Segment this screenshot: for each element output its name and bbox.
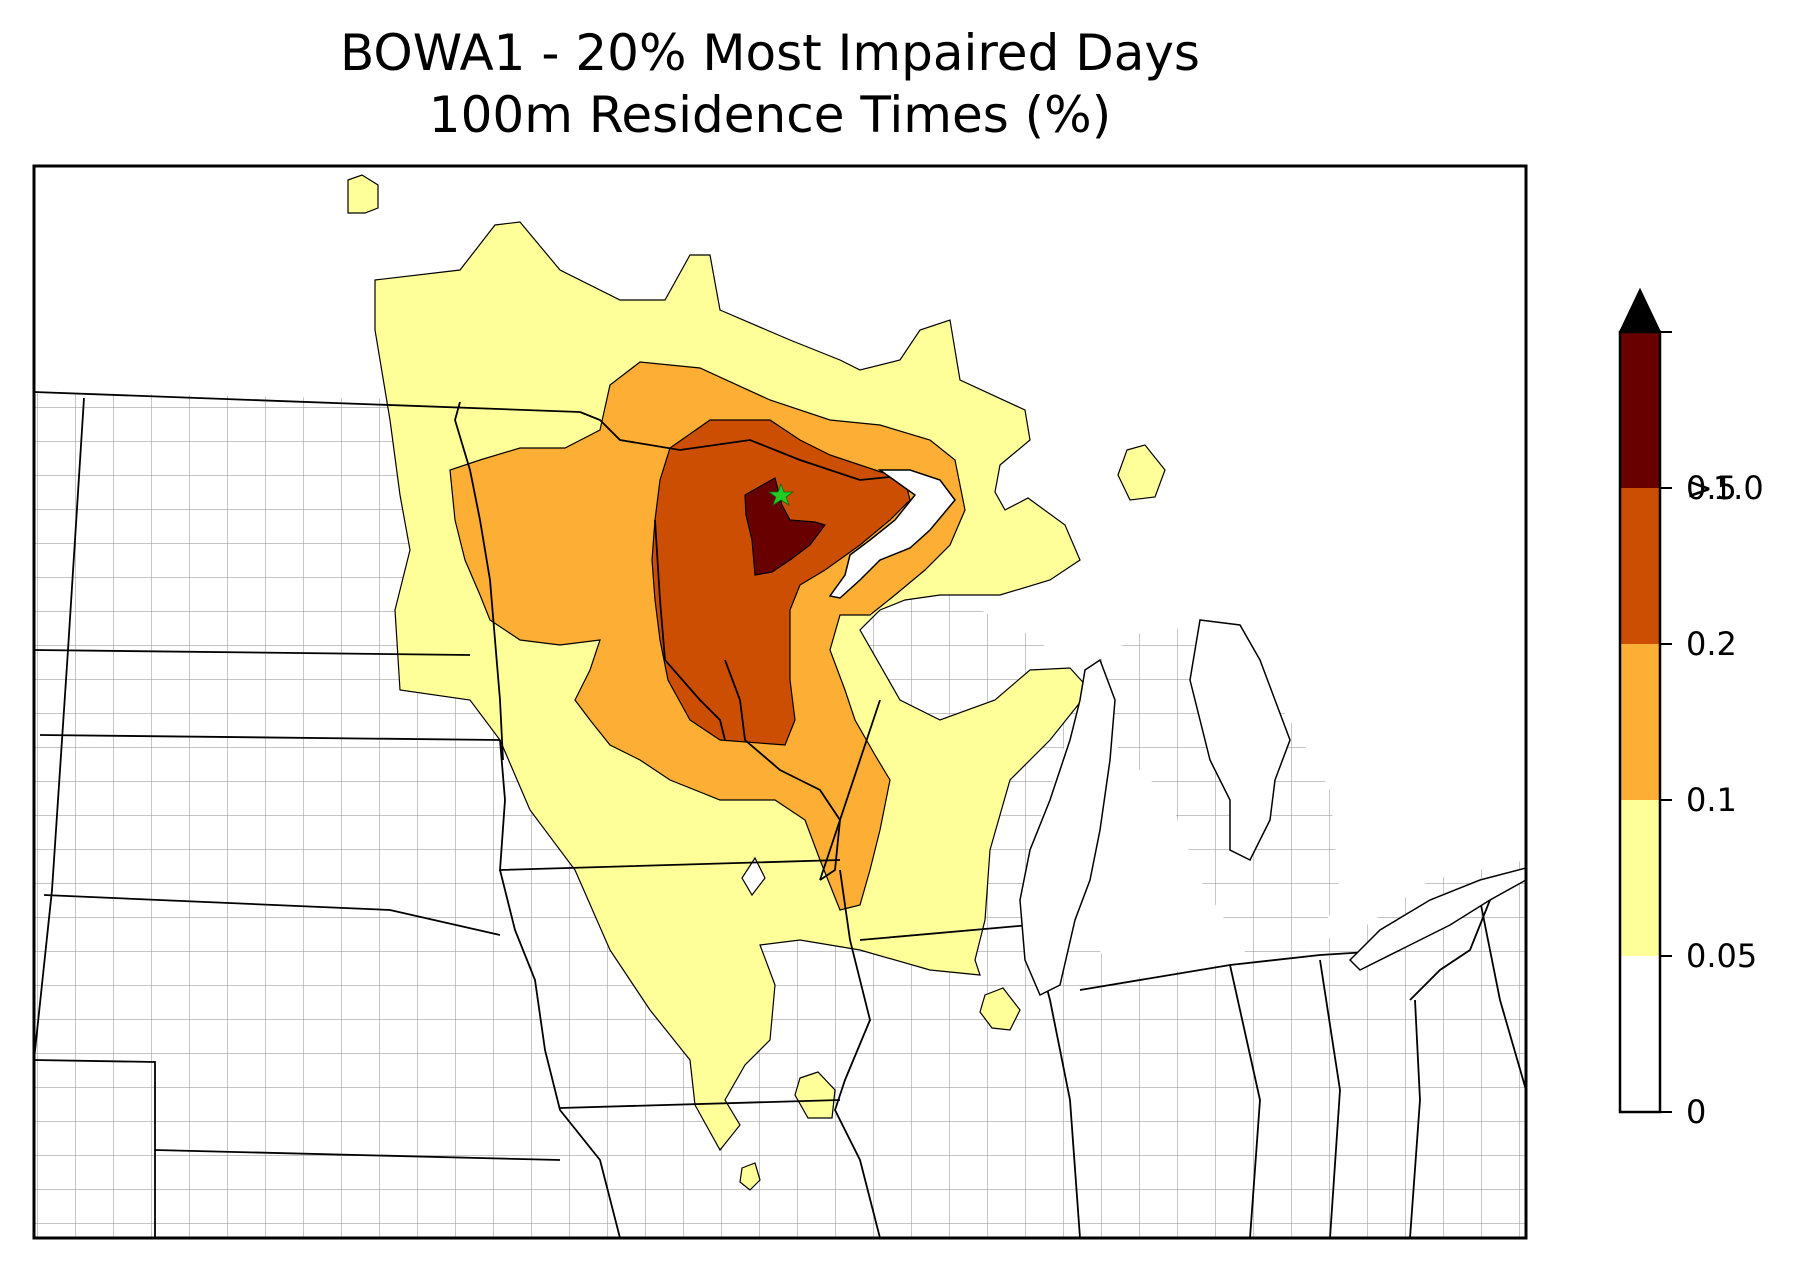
contour-0.05-patch-south-3 [739, 1162, 761, 1191]
colorbar-label-3: 0.2 [1686, 625, 1737, 663]
title-line-2: 100m Residence Times (%) [428, 86, 1112, 144]
colorbar-label-5: >1.0 [1686, 469, 1764, 507]
contour-0.05-patch-east [1117, 444, 1166, 501]
lake-erie [1348, 867, 1526, 971]
lake-huron [1189, 619, 1291, 862]
contour-0.05-patch-south-2 [794, 1071, 836, 1119]
colorbar-bin-2 [1620, 644, 1660, 800]
colorbar-label-0: 0 [1686, 1093, 1706, 1131]
colorbar-label-4: 0.5 [1686, 469, 1737, 507]
colorbar-extend-arrow [1618, 287, 1662, 333]
state-boundaries [34, 391, 1526, 1238]
contour-0.05-patch-south-1 [979, 987, 1021, 1031]
colorbar-bin-1 [1620, 800, 1660, 956]
colorbar-label-1: 0.05 [1686, 937, 1757, 975]
title-line-1: BOWA1 - 20% Most Impaired Days [340, 24, 1200, 82]
map-title: BOWA1 - 20% Most Impaired Days 100m Resi… [0, 22, 1540, 146]
colorbar-bin-4 [1620, 332, 1660, 488]
colorbar-frame [1618, 330, 1662, 1114]
site-star-icon [767, 482, 795, 506]
colorbar-bin-3 [1620, 488, 1660, 644]
contour-hole [741, 856, 766, 897]
colorbar-bin-0 [1620, 956, 1660, 1112]
contour-0.5 [744, 477, 826, 576]
contour-0.2 [651, 419, 911, 746]
lake-michigan [1019, 658, 1116, 997]
map-frame [32, 164, 1528, 1240]
colorbar-label-2: 0.1 [1686, 781, 1737, 819]
great-lakes [828, 469, 1526, 997]
lake-superior [828, 469, 956, 599]
contour-0.05-patch-north [347, 174, 379, 214]
